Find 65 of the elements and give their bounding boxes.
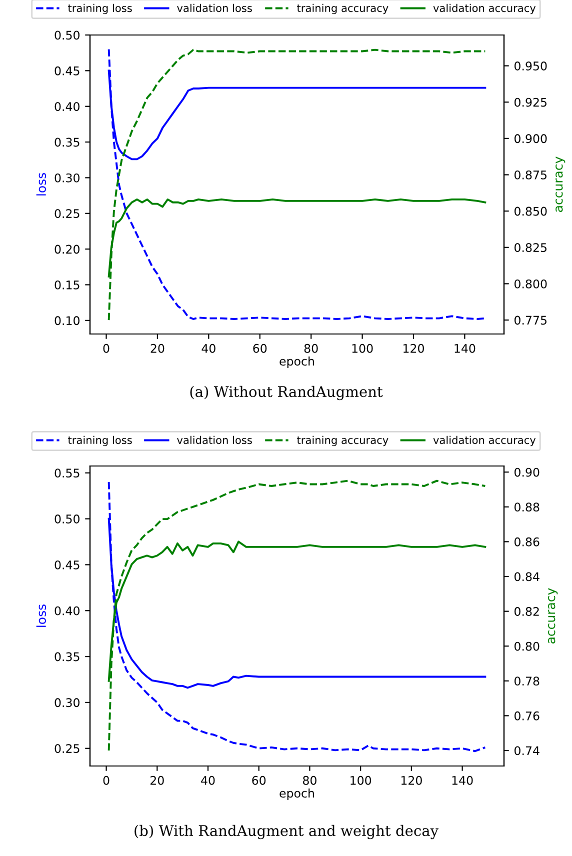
x-tick-label: 0 bbox=[103, 776, 110, 785]
y2-tick-label: 0.925 bbox=[514, 98, 546, 107]
x-tick-label: 120 bbox=[401, 776, 422, 785]
y2-tick-label: 0.86 bbox=[514, 537, 540, 546]
y2-tick-label: 0.775 bbox=[514, 316, 546, 325]
y2-tick-label: 0.74 bbox=[514, 746, 540, 756]
y-tick-label: 0.25 bbox=[54, 744, 80, 754]
x-tick-label: 80 bbox=[304, 344, 318, 353]
y2-tick-label: 0.78 bbox=[514, 676, 540, 686]
y2-tick-label: 0.88 bbox=[514, 502, 540, 512]
y-tick-label: 0.40 bbox=[54, 102, 80, 112]
y-tick-label: 0.30 bbox=[54, 698, 80, 708]
y-tick-label: 0.20 bbox=[54, 244, 80, 254]
text: (a) Without RandAugment bbox=[190, 386, 383, 400]
x-axis-title: epoch bbox=[280, 788, 314, 800]
x-tick-label: 140 bbox=[454, 344, 476, 353]
y-tick-label: 0.45 bbox=[54, 66, 80, 76]
y2-axis-title: accuracy bbox=[556, 156, 566, 212]
y2-tick-label: 0.76 bbox=[514, 711, 540, 720]
y-tick-label: 0.35 bbox=[54, 652, 80, 662]
x-tick-label: 40 bbox=[201, 776, 215, 785]
x-tick-label: 60 bbox=[253, 344, 267, 353]
y2-tick-label: 0.825 bbox=[514, 243, 546, 252]
y2-tick-label: 0.80 bbox=[514, 642, 540, 651]
x-tick-label: 100 bbox=[352, 344, 373, 353]
y2-axis-title: accuracy bbox=[548, 588, 558, 644]
y-tick-label: 0.55 bbox=[54, 468, 80, 478]
text: (b) With RandAugment and weight decay bbox=[134, 824, 439, 840]
y2-tick-label: 0.875 bbox=[514, 170, 546, 180]
x-tick-label: 60 bbox=[252, 776, 266, 785]
x-tick-label: 100 bbox=[350, 776, 372, 785]
x-tick-label: 140 bbox=[452, 776, 473, 785]
y-tick-label: 0.40 bbox=[54, 606, 80, 616]
legend-label: training accuracy bbox=[297, 436, 388, 446]
legend-label: validation accuracy bbox=[433, 436, 536, 446]
y-tick-label: 0.50 bbox=[54, 514, 80, 524]
y-tick-label: 0.15 bbox=[54, 280, 80, 290]
legend-label: validation loss bbox=[177, 436, 252, 444]
y2-tick-label: 0.850 bbox=[514, 206, 547, 216]
legend-label: training accuracy bbox=[297, 4, 388, 14]
y2-tick-label: 0.84 bbox=[514, 572, 540, 582]
y-tick-label: 0.50 bbox=[54, 30, 80, 40]
legend-label: training loss bbox=[68, 436, 132, 446]
x-axis-title: epoch bbox=[280, 356, 314, 368]
y2-tick-label: 0.950 bbox=[514, 62, 547, 70]
x-tick-label: 80 bbox=[303, 776, 316, 785]
legend-label: validation loss bbox=[177, 4, 252, 12]
x-tick-label: 20 bbox=[150, 344, 164, 353]
y-tick-label: 0.25 bbox=[54, 209, 80, 218]
y2-tick-label: 0.90 bbox=[514, 468, 540, 477]
y-tick-label: 0.30 bbox=[54, 173, 80, 182]
x-tick-label: 120 bbox=[404, 344, 424, 353]
y-axis-title: loss bbox=[36, 604, 46, 627]
x-tick-label: 0 bbox=[103, 344, 110, 353]
legend-label: validation accuracy bbox=[433, 4, 536, 14]
x-tick-label: 40 bbox=[202, 344, 216, 353]
y-tick-label: 0.35 bbox=[54, 138, 80, 147]
y2-tick-label: 0.900 bbox=[514, 134, 547, 144]
y-axis-title: loss bbox=[36, 173, 46, 196]
y-tick-label: 0.45 bbox=[54, 560, 80, 570]
y2-tick-label: 0.800 bbox=[514, 279, 547, 288]
x-tick-label: 20 bbox=[150, 776, 164, 785]
y2-tick-label: 0.82 bbox=[514, 607, 539, 616]
legend-label: training loss bbox=[68, 4, 132, 14]
y-tick-label: 0.10 bbox=[54, 316, 80, 326]
